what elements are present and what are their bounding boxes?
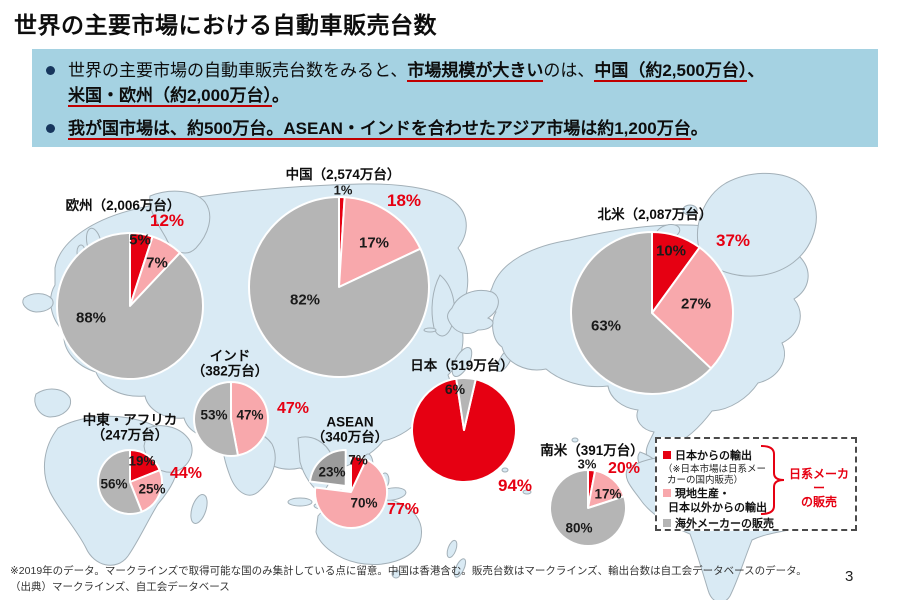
- bullet-text-segment: 。: [690, 119, 708, 138]
- pie-日本-slice-1: [455, 377, 477, 431]
- pie-中国: [248, 196, 430, 378]
- footnote-line2: （出典）マークラインズ、自工会データベース: [10, 581, 230, 593]
- pie-インド: [193, 381, 269, 457]
- legend-item-foreign-maker: 海外メーカーの販売: [663, 515, 774, 531]
- map-island-tasmania: [391, 569, 401, 579]
- bullet-1-text: 世界の主要市場の自動車販売台数をみると、市場規模が大きいのは、中国（約2,500…: [68, 58, 764, 108]
- pie-charts-layer: [56, 196, 734, 547]
- legend-item-japan-export: 日本からの輸出: [663, 447, 752, 463]
- legend-note-line2: カーの国内販売）: [667, 475, 744, 486]
- legend-item-local-production: 現地生産・: [663, 485, 730, 501]
- pie-中東・アフリカ-slice-2: [97, 449, 143, 515]
- pie-日本: [411, 377, 517, 483]
- legend-swatch-pink: [663, 489, 671, 497]
- bullet-item: 我が国市場は、約500万台。ASEAN・インドを合わせたアジア市場は約1,200…: [46, 116, 858, 141]
- summary-box: 世界の主要市場の自動車販売台数をみると、市場規模が大きいのは、中国（約2,500…: [32, 49, 878, 147]
- bullet-text-segment: 世界の主要市場の自動車販売台数をみると、: [68, 61, 408, 80]
- pie-欧州: [56, 232, 204, 380]
- bullet-text-segment: 市場規模が大きい: [407, 61, 544, 82]
- bullet-text-segment: ASEAN・インドを合わせたアジア市場は約1,200万台: [283, 119, 691, 140]
- pie-南米-slice-2: [549, 469, 627, 547]
- bullet-text-segment: のは、: [543, 61, 595, 80]
- page-title: 世界の主要市場における自動車販売台数: [14, 12, 437, 38]
- bullet-icon: [46, 66, 55, 75]
- footnote-line1: ※2019年のデータ。マークラインズで取得可能な国のみ集計している点に留意。中国…: [10, 565, 807, 577]
- legend-bracket: [760, 445, 785, 515]
- pie-ASEAN-slice-1: [314, 458, 388, 529]
- bullet-text-segment: 、: [747, 61, 765, 80]
- pie-インド-slice-0: [230, 381, 269, 457]
- legend-box: 日本からの輸出 （※日本市場は日系メー カーの国内販売） 現地生産・ 日本以外か…: [655, 437, 857, 531]
- pie-中国-slice-2: [248, 196, 430, 378]
- bullet-text-segment: 。: [272, 86, 290, 105]
- legend-label: 現地生産・: [675, 488, 730, 500]
- legend-bracket-label: 日系メーカー の販売: [788, 467, 849, 509]
- pie-欧州-slice-2: [56, 232, 204, 380]
- map-island-iceland: [22, 293, 54, 313]
- legend-swatch-red: [663, 451, 671, 459]
- pie-南米: [549, 469, 627, 547]
- bullet-2-text: 我が国市場は、約500万台。ASEAN・インドを合わせたアジア市場は約1,200…: [68, 116, 708, 141]
- bullet-icon: [46, 124, 55, 133]
- map-landmass-alaska: [447, 289, 499, 334]
- bullet-text-segment: 米国・欧州（約2,000万台）: [68, 86, 273, 107]
- legend-item-local-production-line2: 日本以外からの輸出: [668, 499, 767, 515]
- pie-中国-slice-1: [338, 196, 422, 288]
- map-landmass-scandinavia: [149, 190, 211, 254]
- legend-label: 日本以外からの輸出: [668, 502, 767, 514]
- bullet-text-segment: 中国（約2,500万台）: [594, 61, 748, 82]
- bullet-text-segment: 我が国市場は、約500万台。: [68, 119, 284, 140]
- pie-北米-slice-2: [570, 231, 713, 395]
- pie-ASEAN: [308, 448, 388, 529]
- map-island-madagascar: [190, 494, 208, 524]
- pie-インド-slice-1: [193, 381, 239, 457]
- pie-北米: [570, 231, 734, 395]
- map-landmass-iberia: [34, 388, 72, 418]
- legend-note-line1: （※日本市場は日系メー: [663, 464, 766, 475]
- legend-swatch-gray: [663, 519, 671, 527]
- bullet-item: 世界の主要市場の自動車販売台数をみると、市場規模が大きいのは、中国（約2,500…: [46, 58, 858, 108]
- pie-中東・アフリカ: [97, 449, 163, 515]
- pie-ASEAN-slice-2: [308, 448, 347, 487]
- map-islands-new-zealand: [446, 539, 467, 578]
- page-number: 3: [845, 568, 854, 585]
- legend-label: 日本からの輸出: [675, 450, 752, 462]
- legend-label: 海外メーカーの販売: [675, 518, 774, 530]
- map-island-greenland: [697, 172, 817, 277]
- pie-北米-slice-1: [651, 246, 734, 370]
